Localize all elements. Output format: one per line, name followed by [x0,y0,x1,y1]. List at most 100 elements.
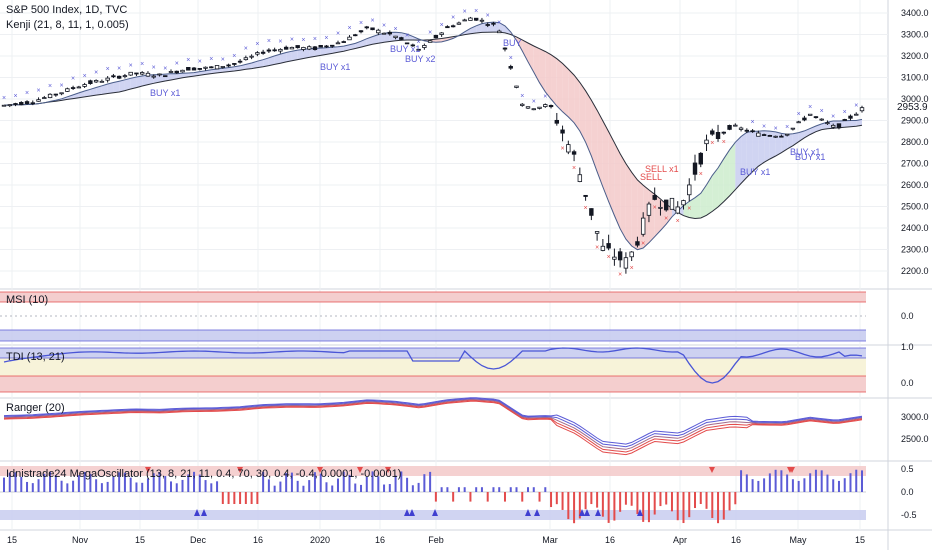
buy-marker: × [83,73,87,80]
mega-histogram-bar [268,479,270,492]
sell-marker: × [710,140,714,147]
mega-histogram-bar [826,475,828,492]
candle-body [60,93,64,94]
candle-body [325,46,329,47]
buy-marker: × [152,64,156,71]
candle-body [434,35,438,37]
mega-histogram-bar [815,470,817,492]
buy-marker: × [2,95,6,102]
mega-histogram-bar [475,487,477,492]
buy-marker: × [278,38,282,45]
mega-histogram-bar [481,487,483,492]
tdi-pane-label: TDI (13, 21) [6,351,65,363]
buy-signal-label: BUY x1 [320,62,350,72]
tdi-tick-label: 0.0 [901,378,914,388]
mega-histogram-bar [135,482,137,492]
ranger-tick-label: 3000.0 [901,412,929,422]
buy-marker: × [232,53,236,60]
candle-body [849,116,853,118]
buy-marker: × [186,57,190,64]
mega-histogram-bar [418,483,420,492]
tdi-tick-label: 1.0 [901,342,914,352]
candle-body [198,68,202,69]
mega-histogram-bar [723,492,725,520]
buy-marker: × [808,104,812,111]
buy-marker: × [405,33,409,40]
mega-histogram-bar [573,492,575,523]
sell-marker: × [722,139,726,146]
candle-body [290,47,294,49]
mega-histogram-bar [176,483,178,492]
mega-histogram-bar [706,492,708,509]
buy-signal-label: BUY x2 [405,54,435,64]
msi-tick-label: 0.0 [901,311,914,321]
candle-body [342,42,346,43]
candle-body [618,252,622,260]
ma-band-segment [563,63,569,116]
buy-marker: × [359,20,363,27]
candle-body [100,81,104,82]
price-tick-label: 3300.0 [901,30,929,40]
candle-body [279,49,283,51]
candle-body [371,28,375,30]
candle-body [693,163,697,174]
time-tick-label: 16 [605,535,615,545]
candle-body [181,70,185,72]
ma-band-segment [730,142,736,196]
ma-band-segment [614,143,620,229]
mega-histogram-bar [792,479,794,492]
candle-body [117,76,121,78]
candle-body [244,58,248,60]
mega-histogram-bar [308,480,310,492]
price-tick-label: 3200.0 [901,51,929,61]
mega-histogram-bar [274,486,276,492]
mega-histogram-bar [700,492,702,504]
candle-body [503,48,507,49]
ma-band-segment [753,131,759,171]
mega-histogram-bar [740,470,742,492]
mega-histogram-bar [780,470,782,492]
candle-body [359,31,363,32]
buy-marker: × [532,98,536,105]
candle-body [699,153,703,164]
candle-body [376,30,380,33]
buy-signal-label: BUY x1 [795,152,825,162]
mega-histogram-bar [556,492,558,504]
candle-body [140,73,144,75]
candle-body [578,175,582,182]
candle-body [336,43,340,44]
candle-body [613,257,617,259]
buy-marker: × [463,9,467,16]
candle-body [457,23,461,24]
mega-histogram-bar [642,492,644,522]
mega-tick-label: 0.0 [901,487,914,497]
mega-histogram-bar [521,492,523,502]
msi-lower-band [0,330,866,341]
mega-histogram-bar [803,478,805,492]
candle-body [641,218,645,234]
candle-body [791,128,795,129]
buy-marker: × [486,12,490,19]
candle-body [647,204,651,215]
time-tick-label: 16 [375,535,385,545]
candle-body [123,76,127,77]
time-tick-label: 16 [731,535,741,545]
buy-marker: × [440,22,444,29]
candle-body [365,27,369,28]
candle-body [854,114,858,115]
candle-body [112,76,116,77]
candle-body [284,47,288,49]
mega-pane-label: Idnistrade24 MegaOscillator (13, 8, 21, … [6,468,401,480]
candle-body [474,18,478,20]
mega-histogram-bar [279,482,281,492]
mega-histogram-bar [533,487,535,492]
msi-pane-label: MSI (10) [6,294,48,306]
candle-body [106,78,110,80]
buy-marker: × [751,119,755,126]
candle-body [71,88,75,89]
candle-body [83,85,87,87]
mega-histogram-bar [798,481,800,492]
buy-marker: × [301,37,305,44]
time-tick-label: Dec [190,535,207,545]
mega-histogram-bar [544,487,546,492]
